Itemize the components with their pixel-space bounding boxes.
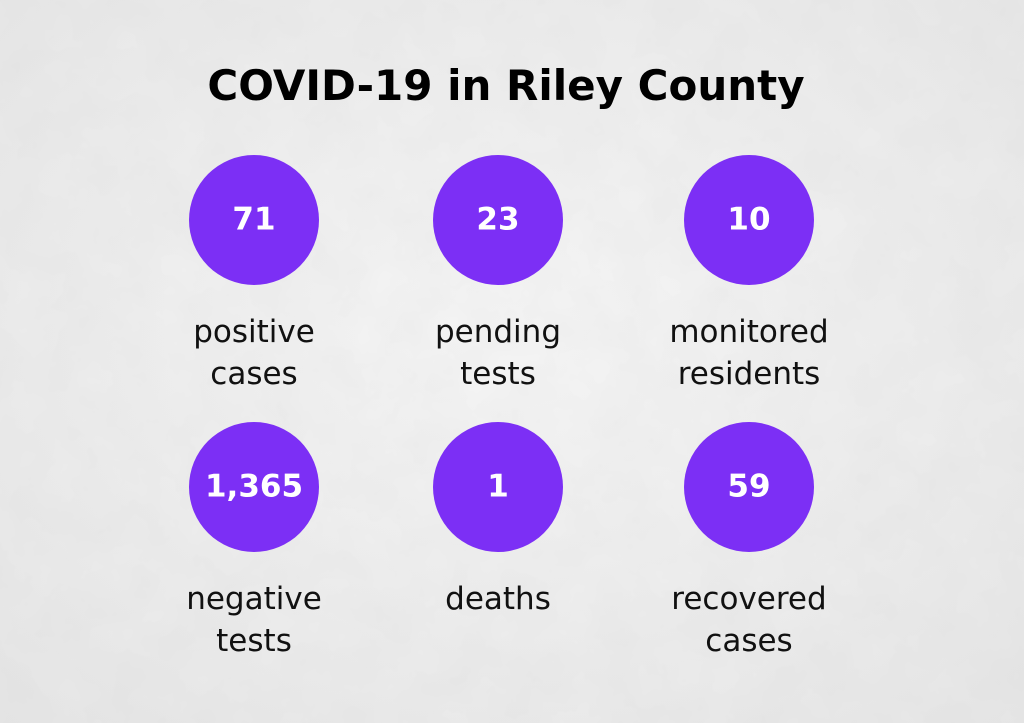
- stat-circle: [189, 422, 319, 552]
- stat-circle: [684, 422, 814, 552]
- stat-label: cases: [210, 356, 297, 392]
- stat-value: 59: [727, 469, 770, 505]
- stat-value: 1: [487, 469, 509, 505]
- stat-label: pending: [435, 314, 561, 350]
- stat-label: tests: [460, 356, 536, 392]
- stat-circle: [189, 155, 319, 285]
- stat-label: deaths: [445, 581, 551, 617]
- stat-circle: [433, 155, 563, 285]
- stat-label: monitored: [669, 314, 828, 350]
- stat-label: tests: [216, 623, 292, 659]
- stat-circle: [684, 155, 814, 285]
- stat-label: cases: [705, 623, 792, 659]
- stat-value: 23: [476, 202, 519, 238]
- title: COVID-19 in Riley County: [207, 61, 804, 110]
- stat-value: 71: [232, 202, 275, 238]
- stat-value: 1,365: [205, 469, 303, 505]
- stat-label: residents: [678, 356, 821, 392]
- stat-label: positive: [193, 314, 315, 350]
- stat-value: 10: [727, 202, 770, 238]
- stat-label: recovered: [671, 581, 826, 617]
- stat-circle: [433, 422, 563, 552]
- stat-label: negative: [186, 581, 322, 617]
